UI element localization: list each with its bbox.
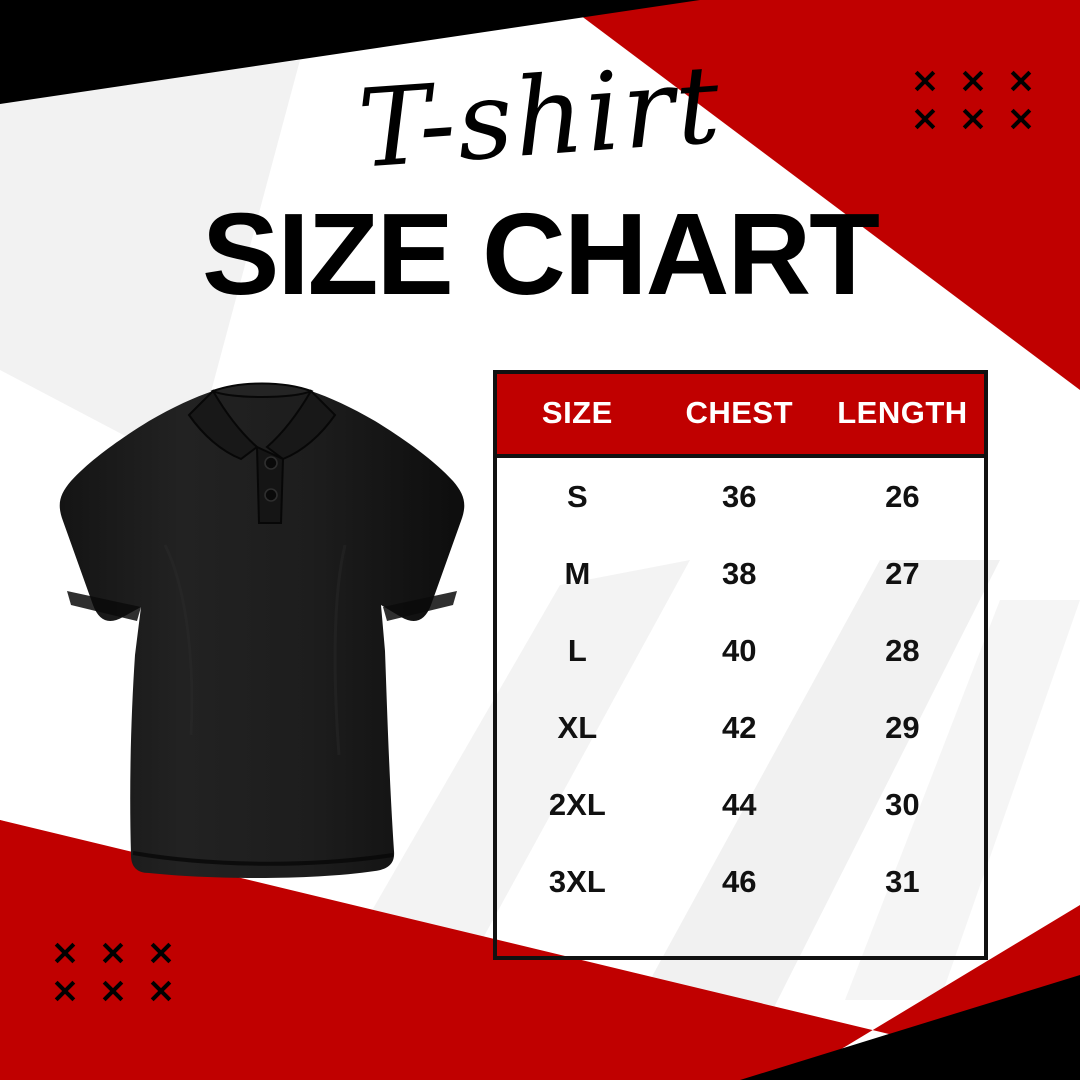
x-mark-icon xyxy=(100,978,126,1004)
cell-size: 2XL xyxy=(548,787,606,822)
cell-size: M xyxy=(564,556,591,591)
shirt-body xyxy=(59,391,465,878)
shirt-hem xyxy=(132,851,394,866)
bottom-red-wedge-main xyxy=(0,820,860,1080)
table-row: M 38 27 xyxy=(497,535,984,612)
column-header-size: SIZE xyxy=(497,374,658,458)
texture-wedge-right xyxy=(620,560,1000,1035)
cell-size: XL xyxy=(557,710,598,745)
table-row: 2XL 44 30 xyxy=(497,766,984,843)
polo-shirt-image xyxy=(45,355,495,900)
shirt-fold-1 xyxy=(163,544,194,736)
shirt-collar-left xyxy=(187,389,259,461)
x-mark-icon xyxy=(960,68,986,94)
table-row: 3XL 46 31 xyxy=(497,843,984,956)
x-mark-icon xyxy=(1008,106,1034,132)
size-chart-table: SIZE CHEST LENGTH S 36 26 M 38 27 L xyxy=(493,370,988,960)
page-title: SIZE CHART xyxy=(202,189,880,319)
x-mark-icon xyxy=(100,940,126,966)
cell-length: 31 xyxy=(885,864,920,899)
shirt-sleeve-hem-left xyxy=(67,591,141,621)
x-mark-grid-top-right xyxy=(912,68,1034,132)
shirt-fold-2 xyxy=(333,544,347,756)
cell-size: S xyxy=(567,479,588,514)
top-black-band xyxy=(0,0,700,104)
x-mark-icon xyxy=(52,940,78,966)
cell-chest: 42 xyxy=(722,710,757,745)
texture-wedge-right-2 xyxy=(845,600,1080,1000)
cell-chest: 44 xyxy=(722,787,757,822)
column-header-chest: CHEST xyxy=(657,374,821,458)
top-red-wedge xyxy=(560,0,1080,390)
shirt-collar-band xyxy=(210,382,314,398)
cell-length: 28 xyxy=(885,633,920,668)
cell-size: L xyxy=(567,633,587,668)
x-mark-icon xyxy=(912,106,938,132)
shirt-button-bottom xyxy=(264,488,278,502)
cell-length: 26 xyxy=(885,479,920,514)
table-row: XL 42 29 xyxy=(497,689,984,766)
column-header-length: LENGTH xyxy=(820,374,984,458)
cell-chest: 40 xyxy=(722,633,757,668)
x-mark-icon xyxy=(148,940,174,966)
table-header-row: SIZE CHEST LENGTH xyxy=(497,374,984,458)
x-mark-icon xyxy=(912,68,938,94)
shirt-button-top xyxy=(264,456,278,470)
bottom-black-corner xyxy=(740,975,1080,1080)
x-mark-icon xyxy=(52,978,78,1004)
shirt-sleeve-hem-right xyxy=(383,591,457,621)
x-mark-icon xyxy=(148,978,174,1004)
cell-size: 3XL xyxy=(548,864,606,899)
cell-length: 30 xyxy=(885,787,920,822)
x-mark-icon xyxy=(960,106,986,132)
texture-wedge-left xyxy=(0,60,300,470)
x-mark-grid-bottom-left xyxy=(52,940,174,1004)
x-mark-icon xyxy=(1008,68,1034,94)
cell-chest: 46 xyxy=(722,864,757,899)
cell-chest: 36 xyxy=(722,479,757,514)
table-row: S 36 26 xyxy=(497,456,984,535)
cell-chest: 38 xyxy=(722,556,757,591)
cell-length: 29 xyxy=(885,710,920,745)
cell-length: 27 xyxy=(885,556,920,591)
table-row: L 40 28 xyxy=(497,612,984,689)
